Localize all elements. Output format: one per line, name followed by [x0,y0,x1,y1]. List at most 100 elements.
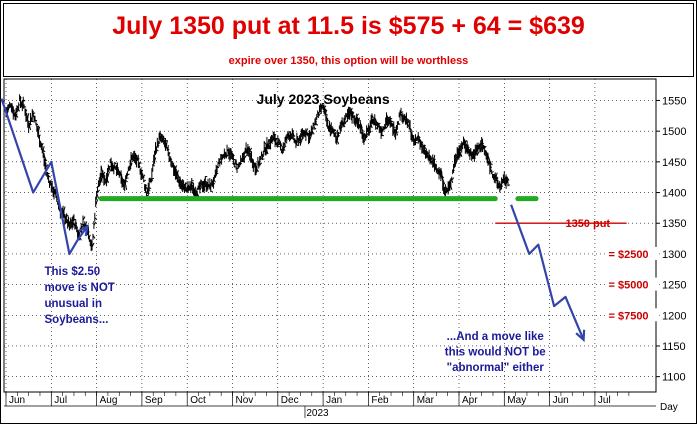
price-bar-close [487,155,491,162]
x-tick-label: Jul [598,395,611,406]
x-tick-label: Jul [54,395,67,406]
price-bar-close [424,146,427,150]
price-bar-close [66,214,69,217]
price-bar-close [309,135,312,141]
price-bar-close [417,135,421,139]
y-tick-label: 1550 [662,95,686,107]
x-tick-label: Feb [371,395,389,406]
price-bar-close [156,149,159,152]
price-bar-close [356,113,360,117]
price-bar-close [318,112,321,117]
price-bar-close [128,167,132,171]
price-bar-close [225,154,229,158]
annotation-future-line: "abnormal" either [447,362,545,374]
price-bar-close [283,145,287,149]
price-bar-close [106,171,110,179]
price-bar-close [282,148,286,151]
annotation-future-line: ...And a move like [447,331,544,343]
x-tick-label: Jan [326,395,342,406]
price-bar-close [43,154,47,161]
x-tick-label: Aug [100,395,118,406]
x-tick-label: Nov [236,395,254,406]
price-bar-close [32,112,36,115]
price-bar-close [441,175,445,179]
price-bar-close [415,141,418,144]
price-bar-close [148,187,152,190]
price-bar-close [75,223,79,229]
price-bar-close [454,159,458,165]
price-bar-close [129,163,133,169]
price-bar-close [503,174,507,183]
price-bar-close [125,179,128,183]
value-marker-bg [607,246,660,260]
price-bar-close [199,186,203,191]
price-bar-close [451,177,455,181]
price-bar-close [27,120,31,123]
projected-move-arrow-head [575,329,586,343]
price-bar-close [270,139,273,144]
price-bar-close [124,179,128,191]
x-tick-label: Oct [190,395,206,406]
price-bar-close [323,105,327,109]
price-bar-close [162,135,166,140]
x-axis-unit: Day [660,402,678,413]
price-bar-close [333,129,337,132]
price-bar-close [344,120,348,125]
price-bar-close [336,138,340,145]
price-bar-close [313,126,317,130]
x-tick-label: Jun [553,395,569,406]
price-bar-close [215,172,219,175]
value-marker-bg [607,308,660,322]
price-bar-close [418,138,422,142]
price-bar-close [400,111,404,114]
price-bar-close [385,126,388,128]
y-tick-label: 1450 [662,157,686,169]
price-bar-close [114,162,118,165]
x-tick-label: Mar [417,395,435,406]
price-bar-close [259,162,263,166]
price-bar-close [44,159,48,162]
x-tick-label: Sep [145,395,163,406]
price-bar-close [316,114,320,119]
price-bar-close [243,155,247,160]
year-label: 2023 [306,408,329,419]
subline: expire over 1350, this option will be wo… [228,55,469,67]
price-bar-close [396,131,399,133]
y-tick-label: 1350 [662,218,686,230]
price-bar-close [99,175,103,183]
x-tick-label: Dec [281,395,299,406]
annotation-past-line: Soybeans... [45,314,109,326]
price-bar-close [407,119,411,123]
y-tick-label: 1500 [662,126,686,138]
price-bar-close [94,217,98,220]
price-bar-close [277,145,280,148]
price-bar-close [142,174,146,179]
price-bar-close [91,242,95,248]
value-marker-label: = $5000 [608,280,648,292]
price-bar-close [249,147,253,152]
price-bar-close [302,133,306,138]
price-bar-close [40,142,44,147]
price-bar-close [378,122,381,125]
price-bar-close [305,128,309,133]
annotation-past-line: move is NOT [45,282,115,294]
price-bar-close [459,151,463,158]
y-tick-label: 1150 [662,341,686,353]
price-bar-close [88,234,91,239]
projected-move-arrow [510,204,585,341]
price-bar-close [213,179,216,183]
price-bar-close [15,114,19,118]
value-marker-label: = $2500 [608,249,648,261]
price-bar-close [491,171,494,173]
price-bar-close [127,173,130,176]
price-bar-close [476,151,480,156]
price-bar-close [62,206,66,214]
price-bar-close [96,192,100,199]
price-bar-close [176,172,180,179]
x-tick-label: Apr [462,395,478,406]
annotation-past-line: This $2.50 [45,266,101,278]
price-bar-close [92,234,96,239]
past-move-arrow [0,98,89,255]
price-bar-close [409,128,413,131]
